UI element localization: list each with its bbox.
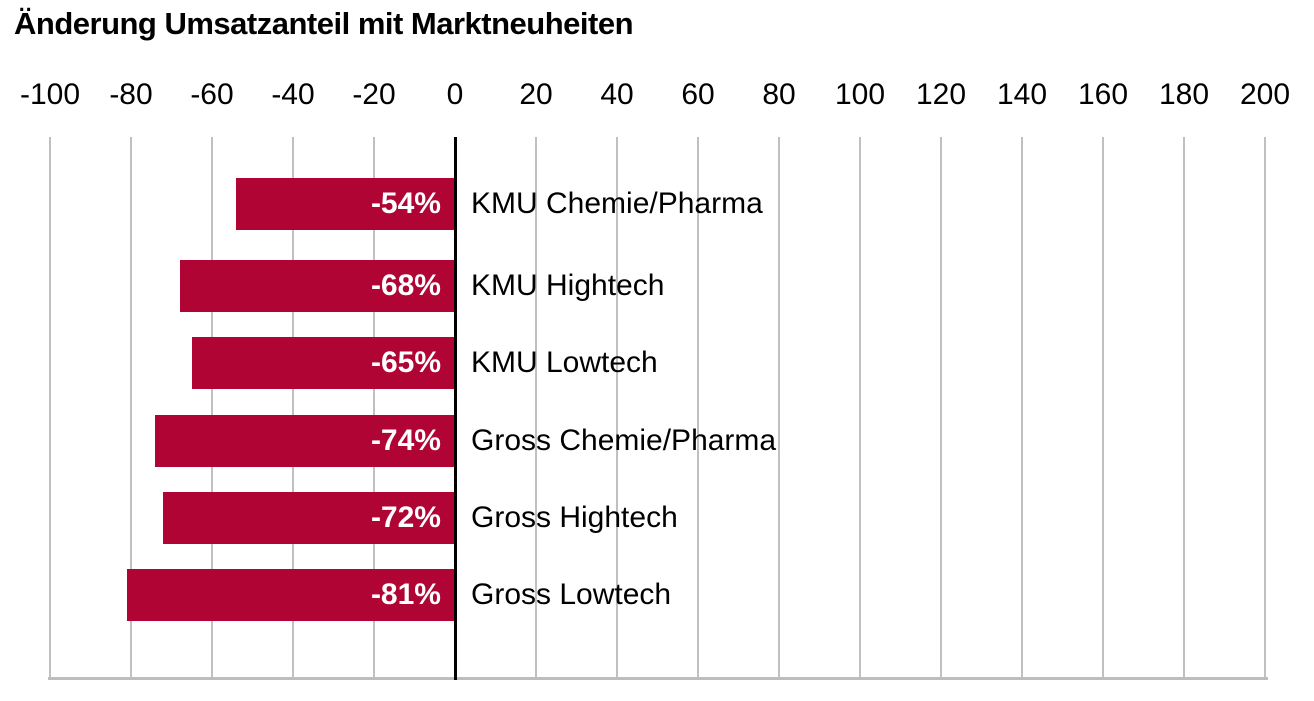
x-tick-label: 160 [1077,78,1129,111]
gridline [292,137,294,679]
x-tick-label: -100 [19,78,81,111]
bar [126,569,455,621]
bar-category-label: KMU Chemie/Pharma [471,187,763,220]
zero-axis-line [453,137,457,680]
bar-value-label: -68% [370,269,441,302]
bar-value-label: -72% [370,501,441,534]
bar-category-label: Gross Lowtech [471,578,672,611]
gridline [940,137,942,679]
x-tick-label: 120 [915,78,967,111]
x-tick-label: -40 [271,78,315,111]
bar-category-label: Gross Chemie/Pharma [471,424,777,457]
gridline [778,137,780,679]
chart-title: Änderung Umsatzanteil mit Marktneuheiten [14,6,634,41]
x-tick-label: 180 [1158,78,1210,111]
gridline [130,137,132,679]
gridline [211,137,213,679]
bar [163,492,455,544]
gridline [616,137,618,679]
x-tick-label: 60 [681,78,715,111]
x-tick-label: 40 [600,78,634,111]
bar [155,415,455,467]
x-tick-label: 100 [834,78,886,111]
bar [191,337,455,389]
x-tick-label: 200 [1239,78,1291,111]
gridline [373,137,375,679]
bar-value-label: -74% [370,424,441,457]
gridline [1183,137,1185,679]
x-tick-label: 20 [519,78,553,111]
gridline [1021,137,1023,679]
x-tick-label: -60 [190,78,234,111]
bar-value-label: -54% [370,187,441,220]
bar [179,260,455,312]
bar-category-label: KMU Hightech [471,269,665,302]
bar-value-label: -65% [370,346,441,379]
gridline [1102,137,1104,679]
x-axis-line [48,677,1268,680]
gridline [697,137,699,679]
bar [236,178,455,230]
bar-value-label: -81% [370,578,441,611]
x-tick-label: -20 [352,78,396,111]
bar-category-label: KMU Lowtech [471,346,658,379]
x-tick-label: -80 [109,78,153,111]
bar-category-label: Gross Hightech [471,501,678,534]
x-tick-label: 80 [762,78,796,111]
x-tick-label: 140 [996,78,1048,111]
x-tick-label: 0 [446,78,464,111]
gridline [535,137,537,679]
gridline [859,137,861,679]
gridline [49,137,51,679]
gridline [1264,137,1266,679]
